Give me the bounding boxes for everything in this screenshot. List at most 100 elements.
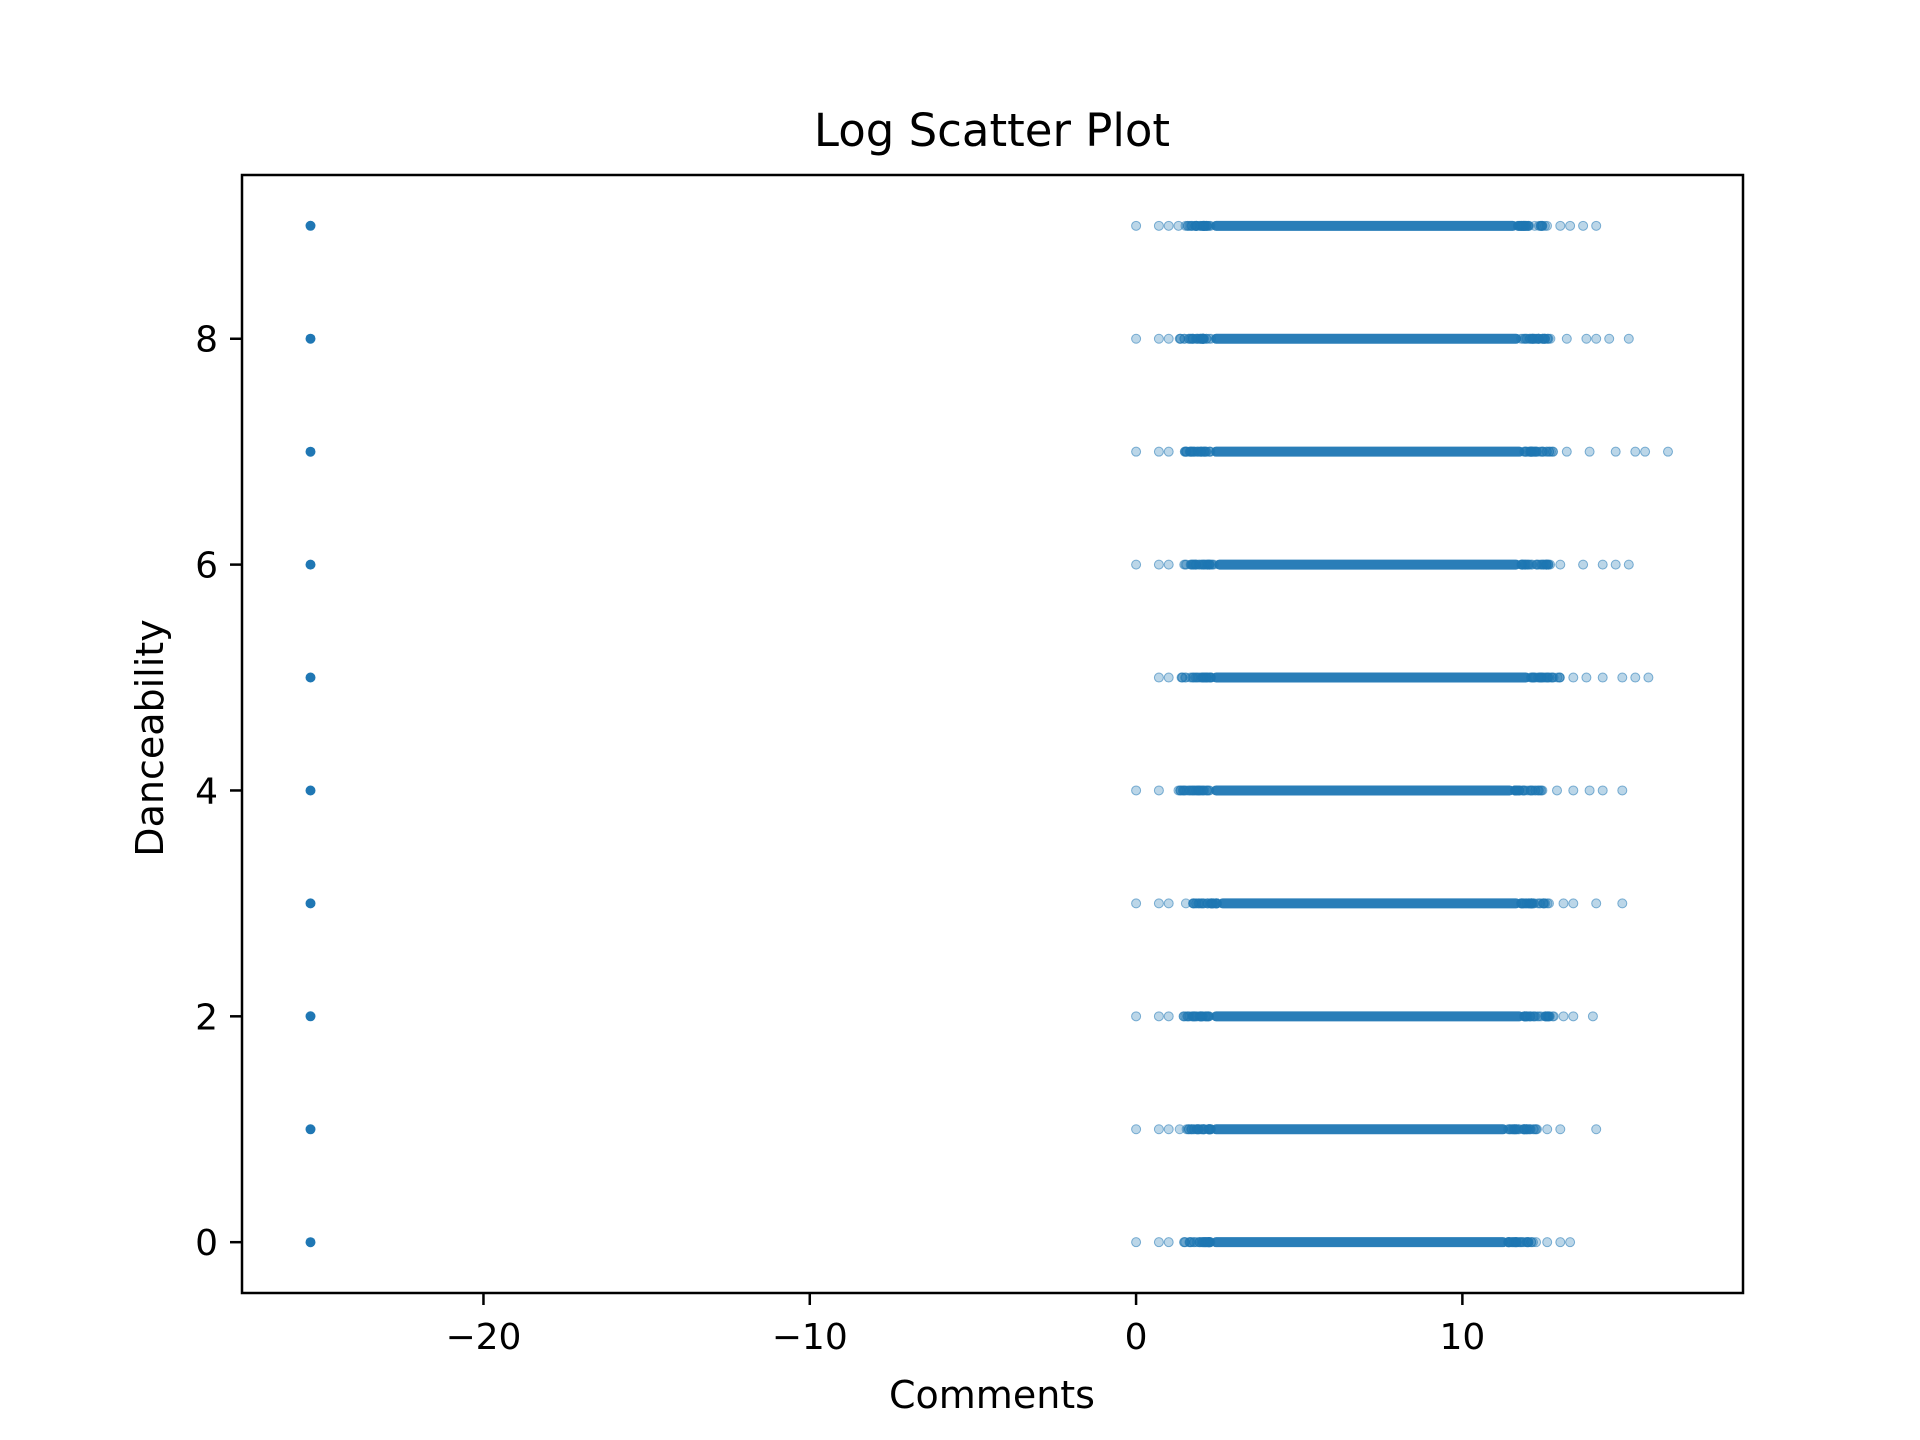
danceability-row-0 — [1131, 1237, 1576, 1248]
scatter-point — [1591, 898, 1602, 909]
scatter-point — [305, 446, 316, 457]
scatter-point — [1163, 1011, 1174, 1022]
scatter-point — [1186, 1124, 1196, 1135]
scatter-point — [1173, 220, 1184, 231]
scatter-point — [1131, 220, 1142, 231]
scatter-point — [1131, 785, 1142, 796]
scatter-point — [1190, 898, 1201, 909]
scatter-point — [1542, 333, 1553, 344]
scatter-point — [1131, 446, 1142, 457]
scatter-point — [305, 1011, 316, 1022]
scatter-point — [1630, 672, 1641, 683]
chart-title: Log Scatter Plot — [814, 104, 1170, 157]
scatter-point — [1534, 785, 1545, 796]
scatter-point — [1546, 446, 1556, 457]
scatter-point — [1163, 1237, 1174, 1248]
scatter-point — [1204, 785, 1215, 796]
scatter-point — [1517, 559, 1528, 570]
scatter-point — [1558, 898, 1569, 909]
scatter-point — [1153, 446, 1164, 457]
scatter-point — [1182, 1011, 1193, 1022]
scatter-point — [1610, 446, 1621, 457]
scatter-point — [1568, 1011, 1579, 1022]
scatter-point — [1131, 1237, 1142, 1248]
scatter-point — [1153, 333, 1164, 344]
scatter-point — [1198, 333, 1209, 344]
scatter-points — [305, 220, 1673, 1248]
scatter-point — [1535, 898, 1546, 909]
scatter-point — [1525, 446, 1536, 457]
scatter-point — [1546, 672, 1557, 683]
scatter-point — [1617, 672, 1628, 683]
scatter-point — [1587, 1011, 1598, 1022]
danceability-row-1 — [1131, 1124, 1602, 1135]
scatter-point — [1578, 220, 1589, 231]
scatter-point — [1195, 333, 1206, 344]
scatter-point — [305, 1237, 316, 1248]
danceability-row-3 — [1131, 898, 1628, 909]
scatter-point — [1554, 672, 1565, 683]
scatter-point — [1591, 220, 1602, 231]
scatter-point — [1531, 559, 1542, 570]
scatter-point — [1604, 333, 1615, 344]
dense-point-band — [1211, 446, 1525, 457]
scatter-point — [1623, 333, 1634, 344]
danceability-row-4 — [1131, 785, 1628, 796]
scatter-point — [1163, 1124, 1174, 1135]
scatter-point — [1163, 333, 1174, 344]
scatter-point — [1561, 446, 1572, 457]
scatter-point — [1537, 785, 1548, 796]
scatter-point — [1521, 1011, 1532, 1022]
scatter-point — [1153, 1237, 1164, 1248]
scatter-point — [1597, 672, 1608, 683]
scatter-point — [1204, 672, 1215, 683]
scatter-point — [305, 898, 316, 909]
scatter-point — [1198, 559, 1209, 570]
dense-point-band — [1211, 333, 1522, 344]
scatter-point — [1565, 220, 1576, 231]
scatter-point — [305, 220, 316, 231]
scatter-point — [1542, 1237, 1553, 1248]
scatter-point — [1597, 785, 1608, 796]
scatter-point — [305, 785, 316, 796]
scatter-point — [1211, 898, 1222, 909]
scatter-point — [1181, 446, 1192, 457]
scatter-point — [1184, 1237, 1195, 1248]
scatter-point — [1153, 559, 1164, 570]
scatter-point — [1198, 898, 1209, 909]
scatter-point — [1202, 898, 1213, 909]
scatter-point — [1538, 898, 1549, 909]
y-tick-label: 4 — [195, 771, 218, 812]
scatter-point — [1525, 333, 1536, 344]
scatter-point — [1203, 1237, 1214, 1248]
danceability-row-9 — [1131, 220, 1602, 231]
axis-ticks: −20 −10 0 10 0 2 4 6 8 — [195, 320, 1485, 1358]
scatter-point — [1565, 1237, 1576, 1248]
scatter-point — [1523, 1124, 1534, 1135]
x-tick-label: 10 — [1439, 1317, 1485, 1358]
scatter-point — [1536, 559, 1547, 570]
scatter-point — [1555, 1237, 1566, 1248]
scatter-point — [1523, 898, 1534, 909]
danceability-row-5 — [1153, 672, 1654, 683]
scatter-point — [1201, 672, 1212, 683]
x-tick-label: 0 — [1125, 1317, 1148, 1358]
scatter-point — [1545, 333, 1556, 344]
scatter-point — [1524, 1011, 1535, 1022]
scatter-point — [1204, 1124, 1215, 1135]
scatter-point — [1578, 559, 1589, 570]
scatter-point — [305, 333, 316, 344]
scatter-point — [1198, 220, 1209, 231]
scatter-point — [1597, 559, 1608, 570]
scatter-point — [1617, 785, 1628, 796]
scatter-point — [1190, 672, 1201, 683]
scatter-point — [1630, 446, 1641, 457]
dense-point-band — [1211, 220, 1518, 231]
y-axis-label: Danceability — [128, 619, 172, 856]
scatter-point — [1536, 220, 1547, 231]
scatter-point — [1174, 333, 1185, 344]
scatter-point — [1529, 672, 1540, 683]
scatter-point — [1200, 1011, 1211, 1022]
scatter-point — [1509, 785, 1520, 796]
